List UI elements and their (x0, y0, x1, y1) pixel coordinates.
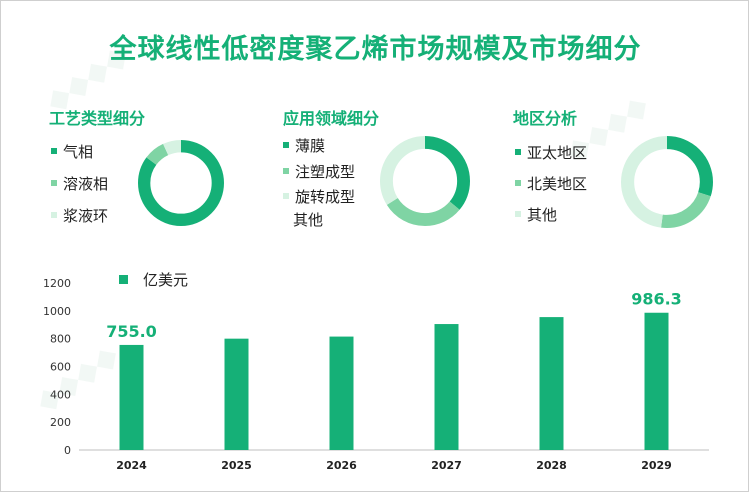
bar (119, 344, 144, 450)
legend-swatch (51, 211, 57, 218)
legend-label: 浆液环 (63, 207, 109, 225)
bar-chart: 0 200 400 600 800 1000 1200 亿美元 2024 2025 2026 2027… (43, 271, 709, 472)
legend-item: 其他 (293, 209, 323, 230)
donut-chart-region (621, 136, 713, 228)
bar (329, 336, 354, 450)
y-tick-label: 600 (50, 361, 71, 374)
data-label: 986.3 (631, 290, 682, 309)
x-tick-label: 2029 (641, 459, 672, 472)
legend-swatch (119, 275, 128, 284)
donut-segment (379, 135, 471, 227)
legend-swatch (515, 179, 521, 186)
legend-label: 气相 (63, 143, 94, 161)
y-tick-label: 400 (50, 388, 71, 401)
donut-segment (621, 136, 713, 228)
y-tick-label: 1200 (43, 277, 71, 290)
y-tick-label: 800 (50, 333, 71, 346)
bar (434, 324, 459, 450)
legend-item: 注塑成型 (283, 161, 355, 182)
legend-swatch (515, 148, 521, 155)
bar (644, 312, 669, 450)
legend-swatch (51, 147, 57, 154)
donut-chart-application (379, 135, 471, 227)
y-tick-label: 0 (64, 444, 71, 457)
legend-swatch (283, 192, 289, 199)
legend-item: 北美地区 (515, 173, 587, 194)
y-tick-label: 1000 (43, 305, 71, 318)
legend-label: 亿美元 (143, 271, 188, 289)
legend-swatch (515, 210, 521, 217)
legend-item: 其他 (515, 204, 557, 225)
y-tick-label: 200 (50, 416, 71, 429)
legend-item: 气相 (51, 141, 93, 162)
legend-item: 旋转成型 (283, 186, 355, 207)
donut-segment (379, 135, 471, 227)
legend-label: 旋转成型 (295, 188, 356, 206)
section-title-process: 工艺类型细分 (49, 109, 146, 128)
section-title-region: 地区分析 (513, 109, 578, 128)
x-tick-label: 2027 (431, 459, 462, 472)
x-tick-label: 2024 (116, 459, 147, 472)
bar (224, 338, 249, 450)
section-title-application: 应用领域细分 (283, 109, 380, 128)
donut-segment (621, 136, 713, 228)
data-label: 755.0 (106, 322, 157, 341)
donut-chart-process (137, 139, 225, 227)
legend-item: 溶液相 (51, 173, 108, 194)
legend-label: 其他 (293, 211, 324, 229)
legend-swatch (51, 179, 57, 186)
legend-swatch (283, 141, 289, 148)
legend-label: 其他 (527, 206, 558, 224)
bar (539, 317, 564, 450)
x-tick-label: 2028 (536, 459, 567, 472)
legend-item: 亚太地区 (515, 142, 587, 163)
page-title: 全球线性低密度聚乙烯市场规模及市场细分 (109, 34, 642, 65)
legend-label: 溶液相 (63, 175, 109, 193)
donut-segment (137, 139, 225, 227)
legend-label: 亚太地区 (527, 144, 588, 162)
x-tick-label: 2026 (326, 459, 357, 472)
legend-label: 注塑成型 (295, 163, 356, 181)
legend-item: 浆液环 (51, 205, 108, 226)
legend-label: 北美地区 (527, 175, 588, 193)
x-tick-label: 2025 (221, 459, 252, 472)
legend-item: 薄膜 (283, 135, 325, 156)
legend-label: 薄膜 (295, 137, 326, 155)
legend-swatch (283, 167, 289, 174)
